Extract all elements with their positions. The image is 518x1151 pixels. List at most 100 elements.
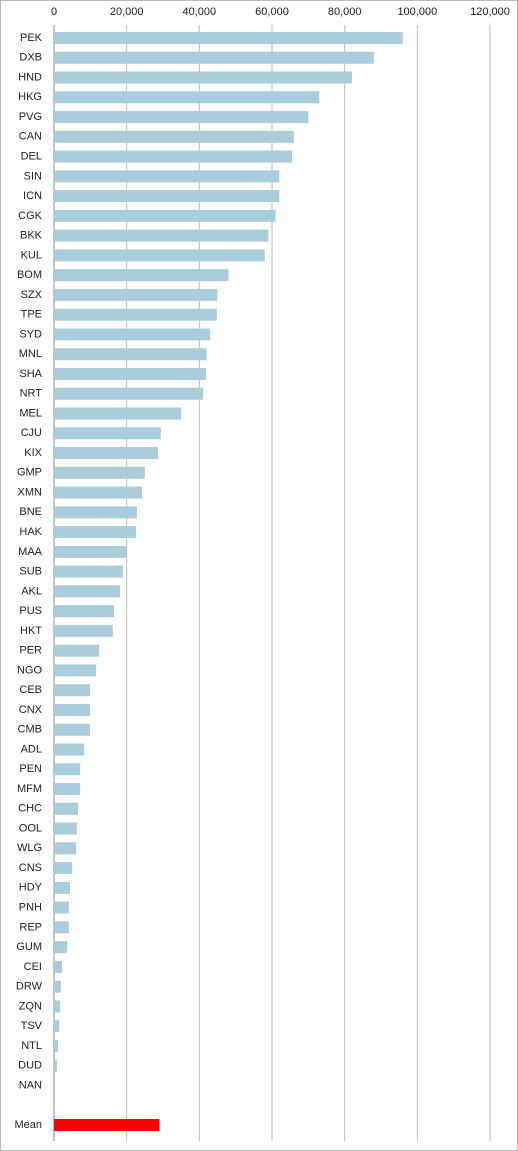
bar: [54, 1039, 58, 1052]
bar: [54, 328, 211, 341]
y-tick-label: MNL: [19, 348, 42, 360]
bar: [54, 190, 280, 203]
y-tick-label: CEB: [19, 684, 42, 696]
x-tick-label: 100,000: [397, 6, 437, 18]
bar: [54, 229, 269, 242]
y-tick-label: SYD: [19, 328, 42, 340]
bar: [54, 1020, 60, 1033]
y-tick-label: AKL: [21, 585, 42, 597]
y-tick-label: CGK: [18, 210, 43, 222]
y-tick-label: PEN: [19, 763, 42, 775]
bar: [54, 901, 69, 914]
y-tick-label: SHA: [19, 368, 42, 380]
y-tick-label: REP: [19, 921, 42, 933]
bar: [54, 763, 81, 776]
y-tick-label: CEI: [24, 961, 42, 973]
y-tick-label: PEK: [20, 32, 43, 44]
bar: [54, 921, 69, 934]
y-tick-label: HKT: [20, 625, 42, 637]
y-tick-label: DRW: [16, 981, 43, 993]
bar: [54, 71, 352, 84]
bar: [54, 743, 85, 756]
bar: [54, 644, 100, 657]
y-tick-label: HND: [18, 71, 42, 83]
bar: [54, 486, 142, 499]
bar: [54, 565, 124, 578]
x-tick-label: 20,000: [110, 6, 144, 18]
y-tick-label: SUB: [19, 566, 42, 578]
bar: [54, 209, 276, 222]
bar: [54, 387, 203, 400]
bar: [54, 51, 374, 64]
bar: [54, 960, 62, 973]
y-tick-label: DEL: [21, 150, 42, 162]
y-tick-label: NGO: [17, 664, 43, 676]
y-tick-label: XMN: [18, 486, 43, 498]
bar: [54, 32, 403, 44]
y-tick-label: CMB: [18, 724, 42, 736]
y-tick-label: HAK: [19, 526, 42, 538]
bar: [54, 980, 61, 993]
y-tick-label: PUS: [19, 605, 42, 617]
y-tick-label: KIX: [24, 447, 42, 459]
bar: [54, 723, 90, 736]
bar: [54, 783, 81, 796]
y-tick-label: CNX: [19, 704, 43, 716]
y-tick-label: OOL: [19, 822, 42, 834]
y-tick-label: Mean: [14, 1119, 42, 1131]
y-tick-label: CAN: [19, 131, 42, 143]
bar: [54, 506, 137, 519]
y-tick-label: NAN: [19, 1079, 42, 1091]
x-tick-label: 120,000: [470, 6, 510, 18]
y-tick-label: PER: [19, 645, 42, 657]
bar: [54, 802, 78, 815]
bar: [54, 822, 77, 835]
y-tick-label: MEL: [19, 407, 42, 419]
bar: [54, 703, 90, 716]
bar: [54, 367, 206, 380]
x-tick-label: 60,000: [255, 6, 289, 18]
y-tick-label: GMP: [17, 467, 42, 479]
bar: [54, 1059, 57, 1072]
y-tick-label: TSV: [21, 1020, 43, 1032]
y-tick-label: SIN: [24, 170, 42, 182]
bar: [54, 170, 280, 183]
y-tick-label: ADL: [21, 743, 42, 755]
y-tick-label: GUM: [16, 941, 42, 953]
x-tick-label: 40,000: [183, 6, 217, 18]
bar: [54, 130, 294, 143]
bar: [54, 842, 77, 855]
bar: [54, 249, 265, 262]
bar: [54, 624, 113, 637]
bar: [54, 684, 90, 697]
bar: [54, 526, 137, 539]
y-tick-label: NTL: [21, 1040, 42, 1052]
bar: [54, 308, 217, 321]
bar: [54, 941, 68, 954]
bar: [54, 1000, 61, 1013]
bar: [54, 585, 121, 598]
x-tick-label: 0: [51, 6, 57, 18]
y-tick-label: ZQN: [19, 1000, 42, 1012]
y-tick-label: MFM: [17, 783, 42, 795]
y-tick-label: WLG: [17, 842, 42, 854]
bar: [54, 269, 229, 282]
y-tick-label: TPE: [21, 309, 42, 321]
y-tick-label: KUL: [21, 249, 42, 261]
y-tick-label: BKK: [20, 230, 43, 242]
y-tick-label: BOM: [17, 269, 42, 281]
y-tick-label: DUD: [18, 1060, 42, 1072]
bar: [54, 605, 114, 618]
y-tick-label: PVG: [19, 111, 42, 123]
y-tick-label: HKG: [18, 91, 42, 103]
bar: [54, 1119, 160, 1131]
bar: [54, 664, 97, 677]
y-tick-label: ICN: [23, 190, 42, 202]
y-tick-label: CNS: [19, 862, 42, 874]
bar: [54, 348, 207, 361]
y-tick-label: CHC: [18, 803, 42, 815]
y-tick-label: HDY: [19, 882, 43, 894]
y-tick-label: BNE: [19, 506, 42, 518]
